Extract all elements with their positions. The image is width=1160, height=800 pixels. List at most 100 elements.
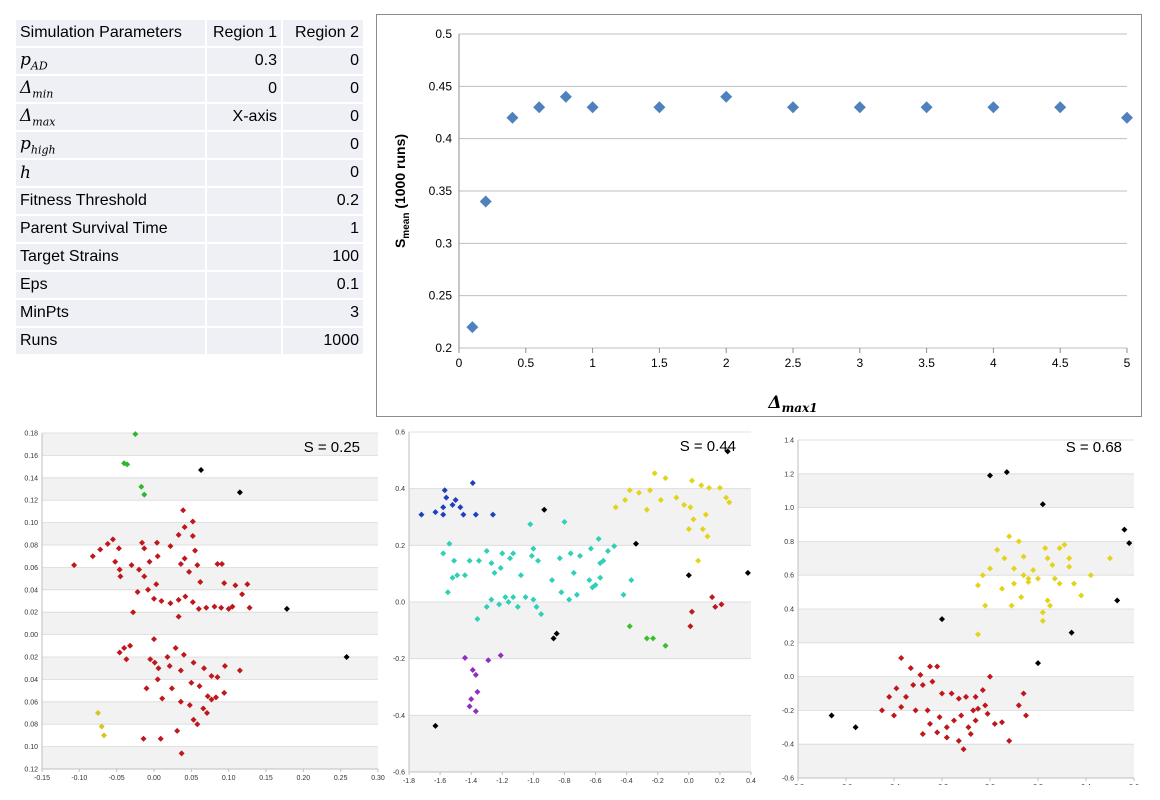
grid-band: [42, 477, 378, 501]
x-tick-label: 2.5: [785, 356, 802, 370]
grid-band: [798, 609, 1134, 643]
x-tick-label: -0.6: [840, 784, 852, 785]
y-tick-label: 0.4: [435, 132, 452, 146]
cluster-point: [1051, 575, 1058, 582]
cluster-point: [724, 448, 731, 455]
cluster-scatter-s-044: -0.6 -0.4 -0.2 0.0 0.2 0.4 0.6 -1.8 -1.6 -1.4 -1.2…: [393, 430, 756, 786]
cluster-point: [687, 504, 694, 511]
y-tick-label: 0.12: [24, 498, 38, 505]
y-tick-label: -0.6: [782, 776, 794, 783]
cluster-point: [116, 649, 123, 656]
cluster-point: [141, 573, 148, 580]
cluster-point: [172, 645, 179, 652]
y-label-rest: (1000 runs): [392, 134, 408, 213]
cluster-point: [496, 601, 503, 608]
cluster-point: [489, 511, 496, 518]
data-point: [853, 101, 866, 114]
y-tick-label: 0.10: [24, 520, 38, 527]
cluster-point: [934, 663, 941, 670]
cluster-point: [190, 659, 197, 666]
cluster-point: [528, 552, 535, 559]
cluster-point: [612, 504, 619, 511]
cluster-point: [182, 593, 189, 600]
cluster-point: [1114, 597, 1121, 604]
param-label: Eps: [16, 272, 205, 298]
cluster-point: [221, 580, 228, 587]
y-tick-label: 1.4: [784, 438, 794, 445]
cluster-point: [626, 487, 633, 494]
y-tick-label: 0.35: [429, 184, 453, 198]
x-tick-label: 0: [456, 356, 463, 370]
cluster-point: [943, 734, 950, 741]
cluster-point: [1056, 580, 1063, 587]
data-point: [506, 111, 519, 124]
cluster-point: [975, 705, 981, 712]
cluster-point: [497, 652, 504, 659]
region-2-value: 0: [283, 104, 363, 130]
cluster-point: [628, 577, 635, 584]
cluster-point: [236, 667, 243, 674]
y-tick-label: 0.0: [395, 600, 405, 607]
grid-band: [42, 657, 378, 680]
cluster-point: [987, 565, 993, 572]
data-point: [1054, 101, 1067, 114]
cluster-point: [472, 511, 479, 518]
cluster-point: [1025, 575, 1032, 582]
cluster-point: [469, 667, 476, 673]
region-2-value: 0: [283, 160, 363, 186]
cluster-point: [208, 673, 215, 680]
cluster-point: [1015, 538, 1022, 545]
cluster-point: [201, 665, 208, 672]
cluster-point: [221, 689, 228, 696]
cluster-point: [138, 483, 145, 490]
cluster-point: [203, 604, 210, 611]
region-2-value: 1000: [283, 328, 363, 354]
cluster-point: [189, 599, 196, 606]
cluster-point: [566, 596, 573, 603]
y-tick-label: -0.4: [782, 742, 794, 749]
cluster-point: [744, 569, 751, 576]
cluster-point: [948, 690, 955, 697]
x-tick-label: -1.2: [496, 778, 508, 785]
y-tick-label: 0.04: [24, 587, 38, 594]
y-tick-label: 0.00: [24, 632, 38, 639]
cluster-point: [158, 598, 165, 604]
cluster-point: [1121, 526, 1128, 533]
region-1-value: 0: [207, 76, 281, 102]
cluster-point: [167, 600, 174, 607]
cluster-point: [151, 595, 157, 602]
table-header-row: Simulation Parameters Region 1 Region 2: [16, 20, 363, 46]
cluster-point: [177, 698, 184, 705]
cluster-point: [592, 582, 599, 588]
cluster-point: [1061, 541, 1068, 548]
y-tick-label: 0.08: [24, 722, 38, 729]
y-tick-label: 0.02: [24, 610, 38, 617]
cluster-point: [418, 511, 425, 518]
cluster-point: [491, 569, 498, 576]
cluster-point: [1011, 565, 1017, 572]
x-tick-label: 0.15: [259, 775, 273, 782]
cluster-point: [98, 723, 105, 730]
param-symbol: p: [20, 49, 31, 70]
cluster-point: [194, 562, 201, 569]
cluster-point: [1001, 555, 1008, 562]
cluster-point: [197, 578, 204, 585]
y-tick-label: -0.2: [393, 656, 405, 663]
param-label: Runs: [16, 328, 205, 354]
data-point: [1121, 111, 1133, 124]
data-point: [559, 90, 572, 103]
cluster-point: [146, 558, 153, 565]
cluster-point: [214, 561, 221, 568]
y-tick-label: 0.6: [395, 430, 405, 437]
cluster-point: [196, 683, 203, 690]
cluster-point: [221, 662, 228, 669]
cluster-point: [155, 665, 162, 672]
region-2-value: 1: [283, 216, 363, 242]
cluster-point: [1042, 545, 1049, 552]
cluster-point: [488, 560, 495, 567]
cluster-point: [443, 494, 450, 501]
cluster-point: [673, 494, 680, 501]
x-tick-label: 2: [723, 356, 730, 370]
cluster-point: [886, 693, 893, 700]
cluster-point: [100, 732, 107, 739]
